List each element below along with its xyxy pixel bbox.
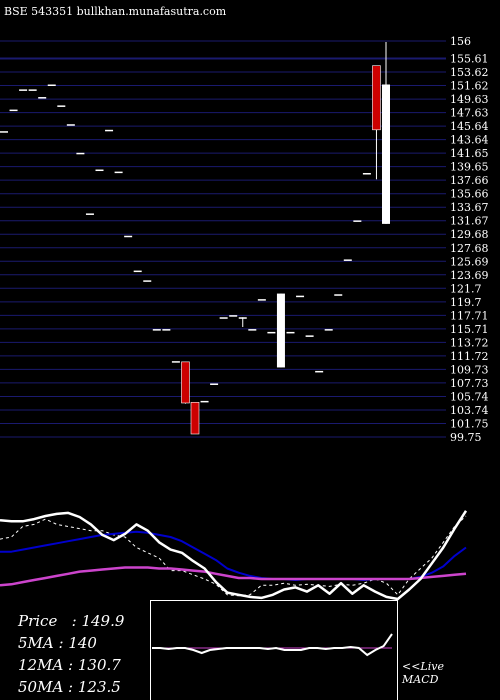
candle-body <box>315 370 324 373</box>
candle-body <box>382 84 390 224</box>
candle-body <box>353 220 362 222</box>
candle-body <box>229 315 238 317</box>
price-tick-label: 155.61 <box>450 53 489 66</box>
price-tick-label: 149.63 <box>450 93 489 106</box>
macd-series-1 <box>152 633 393 657</box>
candle-body <box>95 169 104 172</box>
candle-body <box>38 97 47 99</box>
price-tick-label: 105.74 <box>450 390 489 403</box>
price-tick-label: 99.75 <box>450 431 482 444</box>
candle-body <box>133 270 142 273</box>
candle-body <box>200 400 209 403</box>
price-tick-label: 123.69 <box>450 269 489 282</box>
moving-average-lines <box>0 510 468 601</box>
candle-body <box>57 105 66 107</box>
candle-body <box>238 317 247 319</box>
ma-line-3 <box>0 566 467 587</box>
candle-body <box>85 213 94 215</box>
price-tick-label: 145.64 <box>450 120 489 133</box>
price-tick-label: 115.71 <box>450 323 489 336</box>
candle-body <box>28 89 37 91</box>
price-readout: Price : 149.9 <box>18 612 125 630</box>
price-tick-label: 111.72 <box>450 350 489 363</box>
candle-body <box>210 383 219 385</box>
candle-body <box>47 84 56 87</box>
price-gridlines <box>0 40 446 438</box>
macd-live-label: <<Live MACD <box>402 660 444 686</box>
candle-body <box>343 259 352 261</box>
candle-body <box>257 299 266 301</box>
price-tick-label: 119.7 <box>450 296 482 309</box>
price-tick-label: 127.68 <box>450 242 489 255</box>
price-tick-label: 141.65 <box>450 147 489 160</box>
ma5-readout: 5MA : 140 <box>18 634 97 652</box>
candle-body <box>171 361 180 363</box>
macd-label: MACD <box>402 673 439 686</box>
price-tick-label: 135.66 <box>450 188 489 201</box>
price-tick-label: 139.65 <box>450 161 489 174</box>
candle-body <box>181 361 190 404</box>
price-tick-label: 147.63 <box>450 107 489 120</box>
candle-body <box>105 129 114 132</box>
price-tick-label: 131.67 <box>450 215 489 228</box>
candle-body <box>143 280 152 282</box>
price-tick-label: 113.72 <box>450 336 489 349</box>
macd-lines <box>152 633 393 657</box>
candle-body <box>76 152 85 155</box>
live-label: <<Live <box>402 660 444 673</box>
candle-body <box>0 131 8 133</box>
price-tick-labels: 156155.61153.62151.62149.63147.63145.641… <box>450 35 489 444</box>
candle-body <box>324 329 333 331</box>
candle-body <box>9 109 18 112</box>
price-tick-label: 109.73 <box>450 363 489 376</box>
candle-body <box>19 89 28 91</box>
candle-body <box>124 235 133 238</box>
price-tick-label: 143.64 <box>450 134 489 147</box>
candle-body <box>114 171 123 174</box>
price-tick-label: 137.66 <box>450 174 489 187</box>
price-tick-label: 103.74 <box>450 404 489 417</box>
candle-body <box>267 331 276 334</box>
candle-body <box>334 294 343 296</box>
candle-body <box>305 335 314 337</box>
price-tick-label: 117.71 <box>450 309 489 322</box>
candlesticks <box>0 42 390 435</box>
candle-body <box>162 329 171 331</box>
price-tick-label: 151.62 <box>450 80 489 93</box>
candle-body <box>66 124 75 126</box>
price-tick-label: 107.73 <box>450 377 489 390</box>
candle-body <box>219 317 228 319</box>
ma50-readout: 50MA : 123.5 <box>18 678 121 696</box>
ma-line-4 <box>0 510 468 601</box>
chart-title: BSE 543351 bullkhan.munafasutra.com <box>4 5 227 18</box>
ma-line-1 <box>0 515 467 597</box>
price-tick-label: 121.7 <box>450 282 482 295</box>
price-tick-label: 101.75 <box>450 417 489 430</box>
ma12-readout: 12MA : 130.7 <box>18 656 121 674</box>
candle-body <box>362 173 371 175</box>
candle-body <box>372 65 381 131</box>
price-tick-label: 153.62 <box>450 66 489 79</box>
price-tick-label: 129.68 <box>450 228 489 241</box>
candle-body <box>152 329 161 331</box>
candle-body <box>286 331 295 334</box>
price-tick-label: 125.69 <box>450 255 489 268</box>
macd-panel <box>150 600 398 700</box>
candle-body <box>248 329 257 331</box>
price-tick-label: 133.67 <box>450 201 489 214</box>
price-tick-label: 156 <box>450 35 471 48</box>
candle-body <box>190 401 200 435</box>
candle-body <box>276 293 285 368</box>
candle-body <box>296 295 305 298</box>
